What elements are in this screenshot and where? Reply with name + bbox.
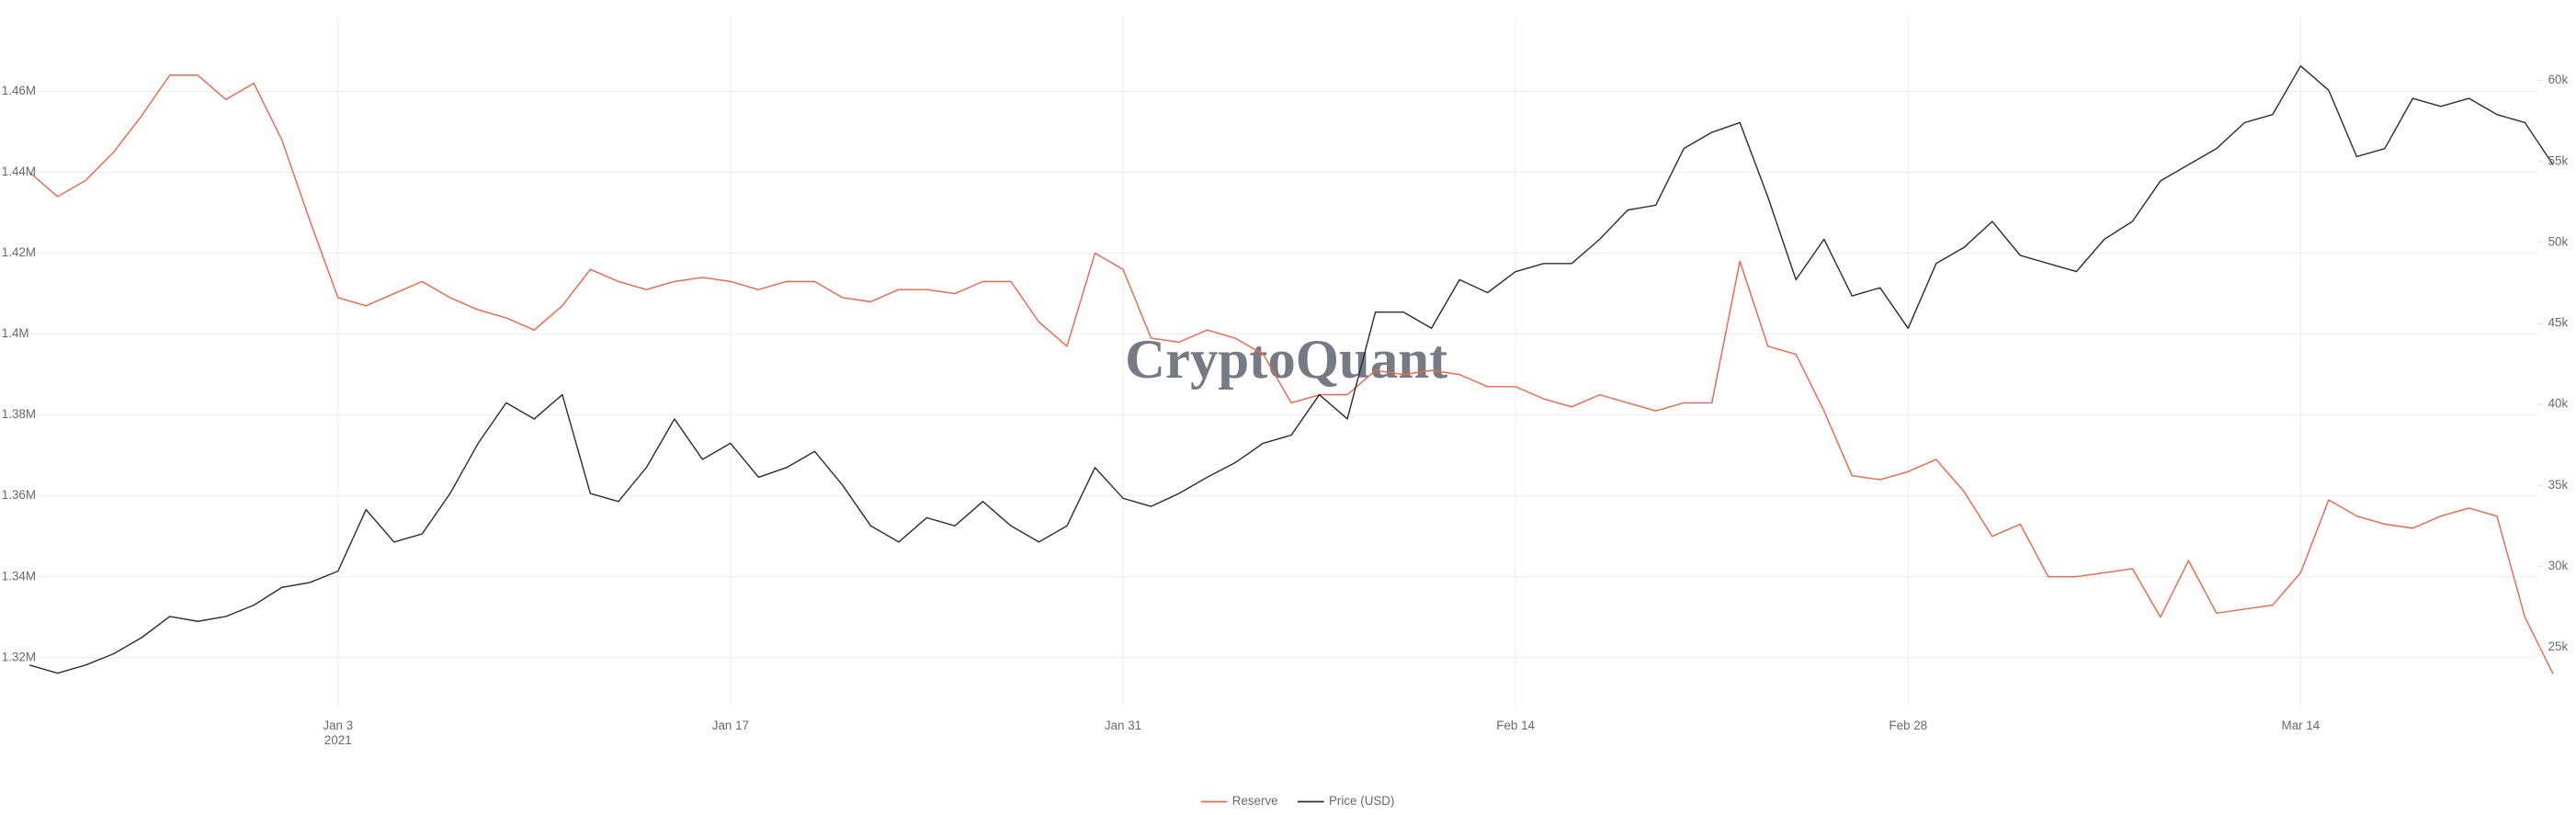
x-tick-label: Feb 14 bbox=[1496, 719, 1535, 732]
legend-label[interactable]: Reserve bbox=[1232, 794, 1278, 808]
y-tick-label: 1.4M bbox=[2, 326, 29, 340]
y2-tick-label: 35k bbox=[2548, 478, 2569, 492]
watermark: CryptoQuant bbox=[1125, 329, 1447, 391]
y2-tick-label: 40k bbox=[2548, 397, 2569, 411]
y-tick-label: 1.34M bbox=[2, 569, 36, 583]
y-tick-label: 1.42M bbox=[2, 245, 36, 259]
y-tick-label: 1.32M bbox=[2, 650, 36, 663]
x-tick-label: Feb 28 bbox=[1889, 719, 1927, 732]
lines bbox=[28, 65, 2554, 674]
x-tick-label: Mar 14 bbox=[2282, 719, 2321, 732]
x-tick-label: Jan 17 bbox=[712, 719, 749, 732]
y2-tick-label: 45k bbox=[2548, 316, 2569, 330]
y-tick-label: 1.44M bbox=[2, 164, 36, 178]
y2-tick-label: 55k bbox=[2548, 153, 2569, 167]
x-tick-label: Jan 31 bbox=[1105, 719, 1141, 732]
legend-label[interactable]: Price (USD) bbox=[1329, 794, 1394, 808]
x-year-label: 2021 bbox=[324, 733, 352, 747]
legend: Reserve Price (USD) bbox=[1200, 794, 1394, 808]
y-tick-label: 1.36M bbox=[2, 488, 36, 502]
x-tick-label: Jan 3 bbox=[323, 719, 353, 732]
y2-tick-label: 50k bbox=[2548, 234, 2569, 248]
y-tick-label: 1.46M bbox=[2, 84, 36, 97]
y2-tick-label: 25k bbox=[2548, 640, 2569, 653]
series-line bbox=[28, 74, 2554, 674]
axes: 1.32M 1.34M 1.36M 1.38M 1.4M 1.42M 1.44M 1.46M 2… bbox=[2, 73, 2569, 747]
y2-tick-label: 30k bbox=[2548, 559, 2569, 572]
series-line bbox=[28, 65, 2554, 674]
grid bbox=[19, 17, 2538, 707]
y-tick-label: 1.38M bbox=[2, 407, 36, 421]
y2-tick-label: 60k bbox=[2548, 73, 2569, 86]
